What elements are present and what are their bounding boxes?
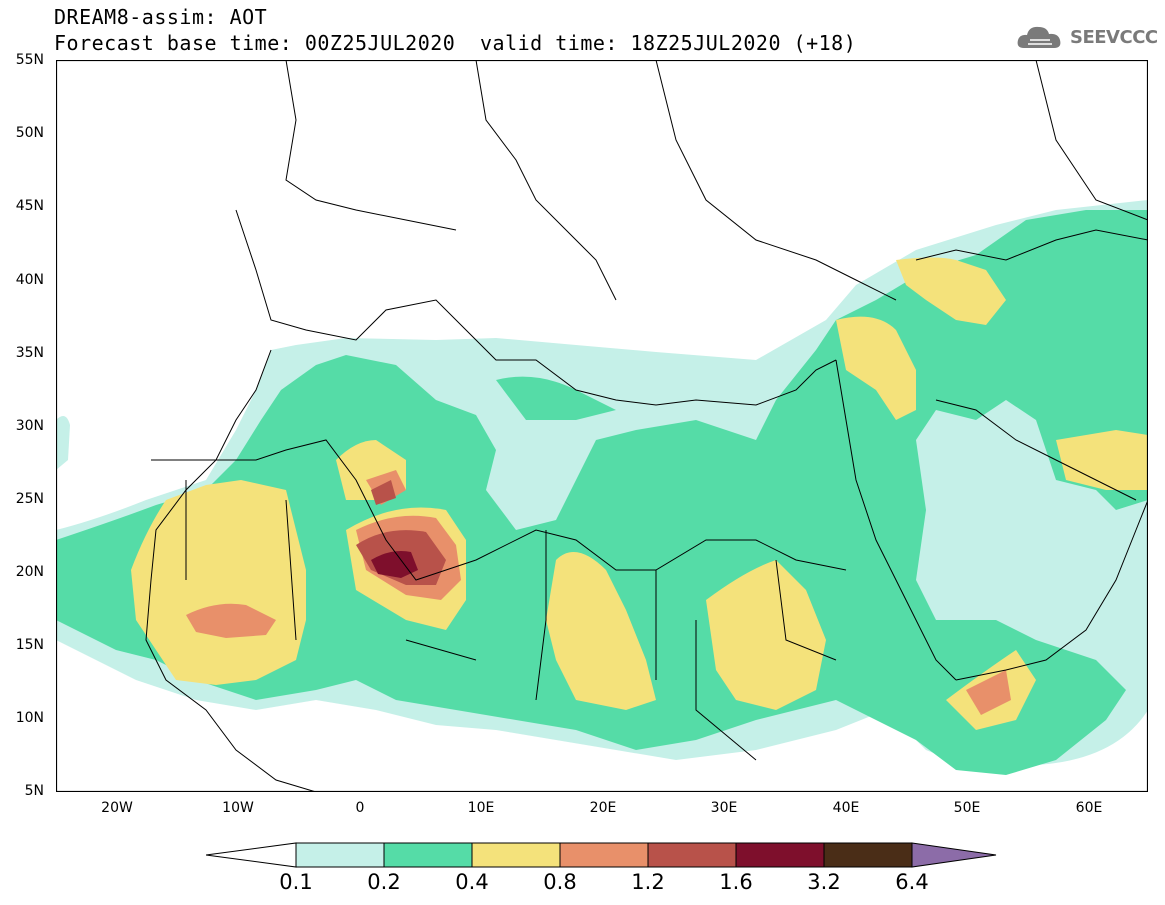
lon-label-50e: 50E [953, 800, 981, 816]
aot-map [55, 59, 1149, 793]
colorbar-under-triangle [206, 842, 297, 868]
colorbar-segment-0-4 [471, 842, 561, 868]
aot-colorbar [206, 842, 997, 868]
lon-label-60e: 60E [1075, 800, 1103, 816]
lon-label-40e: 40E [832, 800, 860, 816]
colorbar-label-0-8: 0.8 [543, 870, 577, 894]
colorbar-label-0-1: 0.1 [279, 870, 313, 894]
colorbar-segment-1-2 [647, 842, 737, 868]
lat-label-30n: 30N [15, 418, 44, 434]
colorbar-segment-0-1 [295, 842, 385, 868]
lat-label-10n: 10N [15, 710, 44, 726]
colorbar-label-6-4: 6.4 [895, 870, 929, 894]
forecast-base-time: Forecast base time: 00Z25JUL2020 [54, 31, 456, 55]
lon-label-30e: 30E [710, 800, 738, 816]
colorbar-segment-1-6 [735, 842, 825, 868]
valid-time: valid time: 18Z25JUL2020 (+18) [480, 31, 857, 55]
lat-label-15n: 15N [15, 637, 44, 653]
lon-label-10e: 10E [467, 800, 495, 816]
aot-band-1-6 [371, 551, 418, 578]
lon-label-20w: 20W [101, 800, 133, 816]
lon-label-20e: 20E [589, 800, 617, 816]
country-borders [145, 59, 1149, 793]
colorbar-segment-0-8 [559, 842, 649, 868]
lat-label-35n: 35N [15, 345, 44, 361]
colorbar-label-0-2: 0.2 [367, 870, 401, 894]
lon-label-10w: 10W [222, 800, 254, 816]
seevccc-logo: SEEVCCC [1016, 22, 1158, 52]
lat-label-20n: 20N [15, 564, 44, 580]
colorbar-label-3-2: 3.2 [807, 870, 841, 894]
lat-label-50n: 50N [15, 125, 44, 141]
logo-text: SEEVCCC [1070, 26, 1158, 48]
map-frame-border [55, 59, 1149, 793]
lat-label-40n: 40N [15, 272, 44, 288]
colorbar-over-triangle [911, 842, 997, 868]
cloud-icon [1017, 26, 1061, 48]
colorbar-label-1-6: 1.6 [719, 870, 753, 894]
lat-label-25n: 25N [15, 491, 44, 507]
lat-label-55n: 55N [15, 52, 44, 68]
lat-label-45n: 45N [15, 198, 44, 214]
lon-label-0: 0 [355, 800, 365, 816]
colorbar-label-0-4: 0.4 [455, 870, 489, 894]
colorbar-segment-0-2 [383, 842, 473, 868]
lat-label-5n: 5N [24, 783, 44, 799]
map-title: DREAM8-assim: AOT [54, 5, 268, 29]
colorbar-segment-3-2 [823, 842, 913, 868]
colorbar-label-1-2: 1.2 [631, 870, 665, 894]
